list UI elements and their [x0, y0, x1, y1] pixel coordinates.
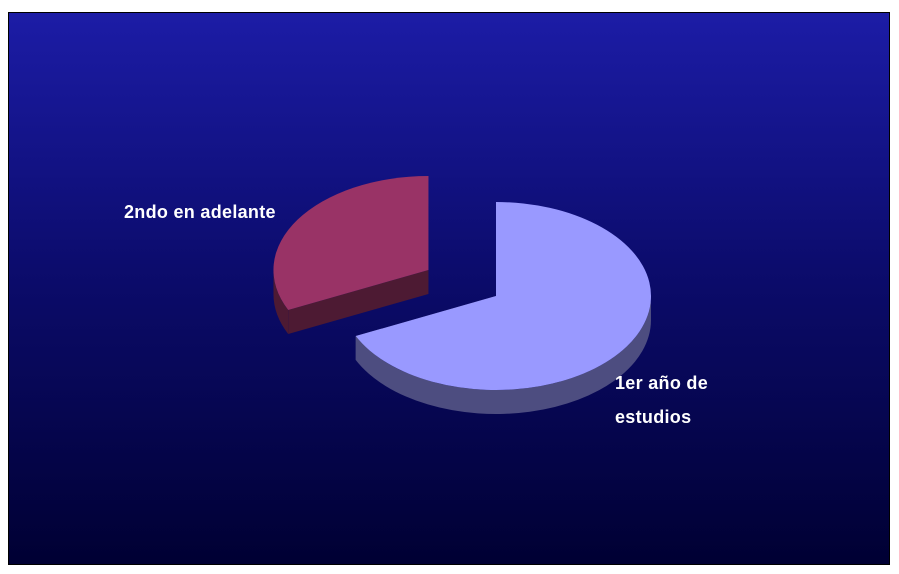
pie-slice — [355, 202, 651, 414]
slice-label: 1er año de estudios — [615, 373, 709, 427]
pie-slice — [273, 176, 429, 335]
slice-label: 2ndo en adelante — [124, 202, 276, 222]
chart — [273, 176, 651, 414]
slice — [355, 202, 651, 390]
slice-side — [355, 296, 651, 414]
slice-side — [273, 270, 289, 335]
slice — [273, 176, 429, 311]
chart-area: 1er año de estudios 2ndo en adelante — [8, 12, 890, 565]
slice-side — [288, 270, 429, 335]
